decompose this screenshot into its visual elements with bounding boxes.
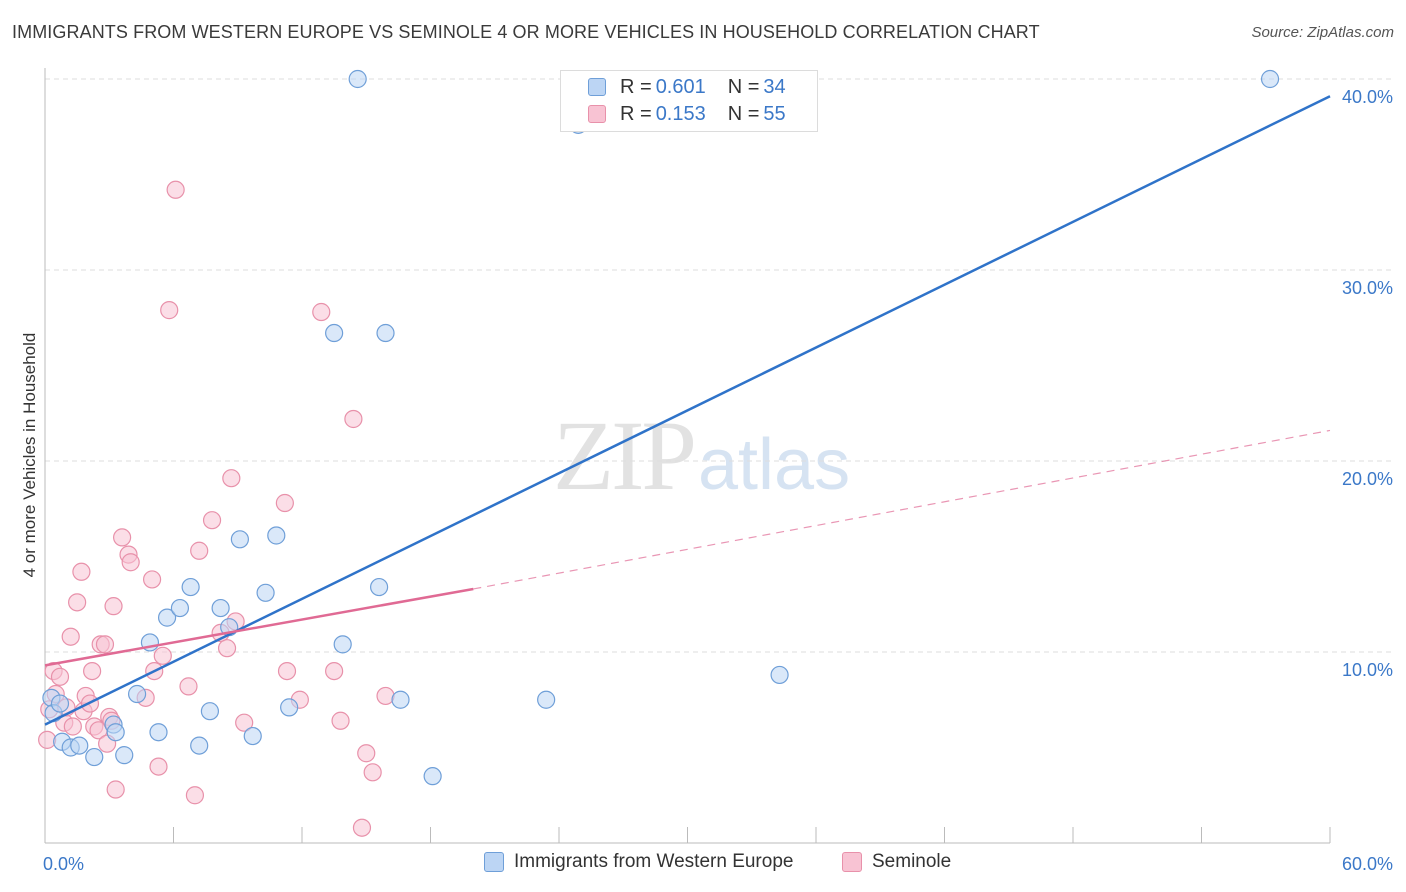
seminole-point	[325, 661, 344, 681]
immigrants-point	[127, 684, 147, 704]
seminole-point	[63, 717, 82, 736]
seminole-point	[275, 493, 294, 513]
immigrants-point	[50, 694, 70, 713]
stats-n-value: 55	[763, 102, 786, 125]
legend-label: Immigrants from Western Europe	[514, 851, 794, 872]
legend-pink-swatch-icon	[842, 852, 862, 872]
seminole-point	[83, 661, 102, 681]
y-tick-label: 30.0%	[1342, 278, 1393, 298]
immigrants-point	[348, 69, 367, 89]
seminole-point	[363, 763, 382, 782]
immigrants-point	[230, 530, 249, 549]
immigrants-point	[770, 665, 789, 685]
seminole-point	[160, 301, 179, 320]
legend-label: Seminole	[872, 851, 952, 872]
immigrants-point	[391, 690, 410, 709]
seminole-point	[185, 786, 205, 805]
immigrants-point	[149, 723, 168, 742]
stats-n-value: 34	[763, 75, 786, 98]
seminole-point	[344, 409, 363, 429]
seminole-point	[376, 686, 395, 706]
immigrants-point	[256, 583, 275, 602]
seminole-point	[217, 639, 237, 658]
immigrants-point	[376, 323, 395, 343]
seminole-point	[179, 677, 198, 696]
pink-swatch-icon	[588, 105, 606, 123]
stats-box: R = 0.601 N = 34 R = 0.153 N = 55	[560, 70, 818, 132]
seminole-point	[61, 627, 80, 646]
seminole-point	[142, 570, 162, 589]
immigrants-point	[423, 767, 442, 786]
seminole-point	[235, 713, 254, 732]
immigrants-point	[267, 526, 286, 545]
chart-title: IMMIGRANTS FROM WESTERN EUROPE VS SEMINO…	[12, 22, 1040, 42]
seminole-point	[149, 757, 168, 776]
seminole-point	[50, 667, 70, 686]
immigrants-point	[106, 723, 125, 742]
seminole-point	[312, 302, 331, 322]
immigrants-point	[181, 577, 200, 597]
seminole-point	[104, 597, 123, 616]
seminole-point	[106, 780, 125, 799]
immigrants-point	[333, 635, 352, 654]
stats-r-label: R =	[620, 102, 652, 125]
x-tick-label-max: 60.0%	[1342, 854, 1393, 874]
stats-row-blue: R = 0.601 N = 34	[561, 74, 786, 100]
seminole-point	[331, 711, 350, 730]
y-tick-label: 40.0%	[1342, 87, 1393, 107]
immigrants-point	[85, 747, 104, 767]
seminole-point	[166, 180, 185, 199]
stats-r-value: 0.601	[655, 75, 706, 98]
watermark-atlas: atlas	[698, 425, 851, 505]
source-label: Source: ZipAtlas.com	[1251, 24, 1394, 41]
y-tick-label: 10.0%	[1342, 660, 1393, 680]
immigrants-point	[211, 598, 230, 618]
immigrants-trend-line	[44, 95, 1331, 726]
immigrants-point	[1260, 69, 1280, 89]
seminole-point	[68, 593, 87, 612]
legend-blue-swatch-icon	[484, 852, 504, 872]
stats-row-pink: R = 0.153 N = 55	[561, 101, 786, 127]
immigrants-point	[70, 736, 89, 755]
seminole-point	[202, 511, 222, 530]
legend-item-seminole: Seminole	[842, 851, 951, 873]
immigrants-point	[200, 702, 220, 721]
seminole-point	[357, 744, 376, 763]
seminole-point	[112, 528, 132, 547]
seminole-point	[222, 469, 241, 488]
immigrants-point	[280, 698, 299, 717]
stats-r-value: 0.153	[655, 102, 706, 125]
seminole-point	[153, 646, 172, 665]
immigrants-point	[170, 598, 190, 618]
immigrants-point	[115, 746, 134, 765]
seminole-trend-line	[44, 587, 474, 667]
seminole-point	[190, 541, 209, 560]
y-tick-label: 20.0%	[1342, 469, 1393, 489]
seminole-point	[277, 661, 297, 681]
immigrants-point	[370, 577, 389, 597]
legend-item-immigrants: Immigrants from Western Europe	[484, 851, 793, 873]
stats-r-label: R =	[620, 75, 652, 98]
seminole-point	[352, 818, 372, 837]
seminole-point	[121, 553, 140, 572]
immigrants-point	[537, 690, 556, 709]
stats-n-label: N =	[727, 102, 760, 125]
immigrants-point	[325, 323, 344, 343]
immigrants-point	[157, 608, 177, 627]
stats-n-label: N =	[727, 75, 760, 98]
seminole-point	[95, 635, 115, 654]
x-tick-label-min: 0.0%	[43, 854, 84, 874]
seminole-point	[72, 562, 91, 581]
seminole-point	[38, 730, 57, 749]
seminole-trend-extension	[473, 429, 1331, 590]
blue-swatch-icon	[588, 78, 606, 96]
immigrants-point	[243, 726, 262, 746]
immigrants-point	[190, 736, 209, 755]
